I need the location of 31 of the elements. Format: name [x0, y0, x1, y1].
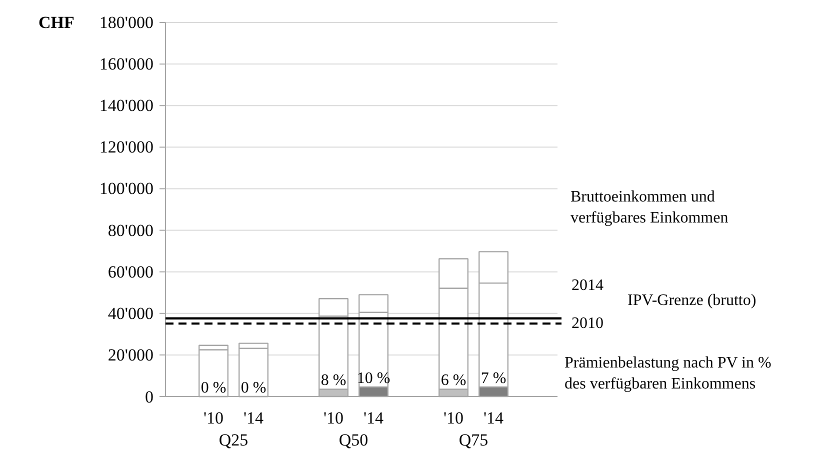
x-tick-label: '14 [483, 408, 504, 428]
text: Prämienbelastung nach PV in % des verfügbaren Einkommens [564, 354, 772, 393]
text: IPV-Grenze (brutto) [628, 292, 756, 309]
text: Q25 [218, 430, 248, 450]
annotation: 0 % [200, 380, 226, 396]
y-tick-label: 180'000 [99, 13, 154, 32]
text: Q75 [458, 430, 488, 450]
y-tick-label: 60'000 [108, 262, 154, 282]
annotation: 10 % [356, 370, 390, 387]
y-tick-label: 0 [145, 388, 154, 406]
text: 2014 [572, 277, 604, 294]
x-tick-label: '14 [363, 408, 384, 428]
annotation: 0 % [240, 380, 266, 396]
annotation: 7 % [480, 370, 506, 387]
y-tick-label: 100'000 [99, 179, 154, 198]
text: 2010 [572, 315, 604, 332]
y-axis-title: CHF [38, 13, 74, 32]
x-tick-label: '10 [443, 408, 464, 428]
y-tick-label: 80'000 [108, 220, 154, 240]
y-tick-label: 40'000 [108, 304, 154, 323]
y-tick-label: 20'000 [108, 345, 154, 364]
text: Q50 [338, 430, 368, 450]
y-tick-label: 160'000 [99, 54, 154, 74]
text: Bruttoeinkommen und verfügbares Einkommen [570, 188, 728, 227]
x-tick-label: '10 [203, 408, 224, 428]
x-tick-label: '10 [323, 408, 344, 428]
y-tick-label: 120'000 [99, 138, 154, 157]
annotation: 6 % [440, 372, 466, 390]
y-tick-label: 140'000 [99, 96, 154, 116]
x-tick-label: '14 [243, 408, 264, 428]
annotation: 8 % [320, 372, 346, 390]
